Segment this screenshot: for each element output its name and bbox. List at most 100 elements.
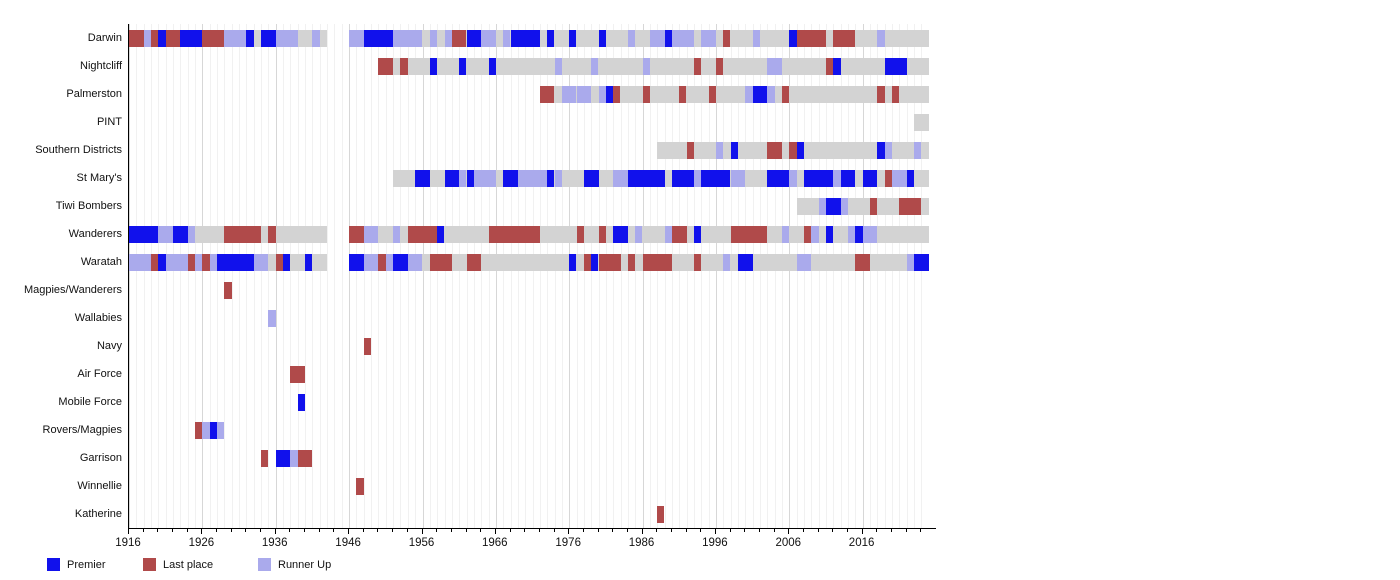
premier-segment [158, 29, 166, 47]
minor-tick [289, 529, 291, 532]
runner-segment [811, 225, 819, 243]
last-segment [781, 85, 790, 103]
runner-segment [202, 421, 210, 439]
premier-segment [605, 85, 614, 103]
gridline [759, 24, 761, 528]
premier-segment [737, 253, 753, 271]
premier-segment [789, 29, 797, 47]
last-segment [730, 225, 768, 243]
gridline [437, 24, 439, 528]
runner-segment [165, 253, 188, 271]
gridline [444, 24, 446, 528]
gridline [708, 24, 710, 528]
gridline [488, 24, 490, 528]
team-label: Wanderers [68, 228, 122, 240]
runner-segment [723, 253, 731, 271]
active-years-bar [539, 85, 929, 103]
team-label: Wallabies [74, 312, 122, 324]
gridline [664, 24, 666, 528]
legend-label: Last place [163, 559, 214, 571]
gridline [407, 24, 409, 528]
gridline [613, 24, 615, 528]
runner-up-swatch-icon [258, 558, 271, 571]
gridline [466, 24, 468, 528]
last-segment [855, 253, 870, 271]
last-segment [767, 141, 782, 159]
last-segment [356, 477, 364, 495]
premier-segment [297, 393, 305, 411]
active-years-bar [349, 253, 929, 271]
runner-segment [224, 29, 247, 47]
runner-segment [275, 29, 298, 47]
premier-segment [767, 169, 790, 187]
gridline [884, 24, 886, 528]
last-segment [613, 85, 621, 103]
last-segment [884, 169, 892, 187]
gridline [451, 24, 453, 528]
premier-segment [569, 253, 577, 271]
gridline [803, 24, 805, 528]
gridline [547, 24, 549, 528]
premier-segment [591, 253, 599, 271]
premier-segment [877, 141, 885, 159]
gridline [334, 24, 336, 528]
runner-segment [349, 29, 364, 47]
gridline [848, 24, 849, 528]
runner-segment [363, 253, 379, 271]
gridline [789, 24, 791, 528]
runner-segment [840, 197, 848, 215]
gridline [591, 24, 593, 528]
gridline [752, 24, 754, 528]
gridline [525, 24, 527, 528]
runner-segment [649, 29, 665, 47]
gridline [877, 24, 879, 528]
gridline [305, 24, 307, 528]
legend-label: Premier [67, 559, 106, 571]
gridline [422, 24, 424, 528]
gridline [921, 24, 923, 528]
runner-segment [664, 225, 672, 243]
minor-tick [318, 529, 320, 532]
gridline [495, 24, 497, 528]
gridline [701, 24, 703, 528]
runner-segment [253, 253, 269, 271]
minor-tick [802, 529, 804, 532]
minor-tick [362, 529, 364, 532]
gridline [598, 24, 600, 528]
last-segment [429, 253, 452, 271]
gridline [290, 24, 292, 528]
runner-segment [833, 169, 841, 187]
last-segment [715, 57, 724, 75]
premier-segment [583, 169, 599, 187]
premier-segment [569, 29, 577, 47]
team-label: Southern Districts [35, 144, 122, 156]
runner-segment [429, 29, 438, 47]
gridline [356, 24, 358, 528]
gridline [767, 24, 769, 528]
runner-segment [796, 253, 812, 271]
premier-segment [261, 29, 276, 47]
minor-tick [524, 529, 526, 532]
x-tick-label: 1946 [335, 537, 361, 549]
gridline [686, 24, 688, 528]
runner-segment [473, 169, 496, 187]
gridline [129, 24, 130, 528]
runner-segment [906, 253, 914, 271]
gridline [371, 24, 373, 528]
last-segment [657, 505, 665, 523]
minor-tick [729, 529, 731, 532]
gridline [415, 24, 417, 528]
gridline [554, 24, 556, 528]
team-label: Navy [96, 340, 122, 352]
runner-segment [209, 253, 217, 271]
gridline [459, 24, 461, 528]
minor-tick [333, 529, 335, 532]
gridline [892, 24, 893, 528]
x-tick-label: 1976 [555, 537, 581, 549]
runner-segment [789, 169, 797, 187]
last-segment [598, 253, 621, 271]
major-tick [128, 529, 129, 534]
premier-segment [862, 169, 878, 187]
gridline [217, 24, 218, 528]
minor-tick [905, 529, 907, 532]
